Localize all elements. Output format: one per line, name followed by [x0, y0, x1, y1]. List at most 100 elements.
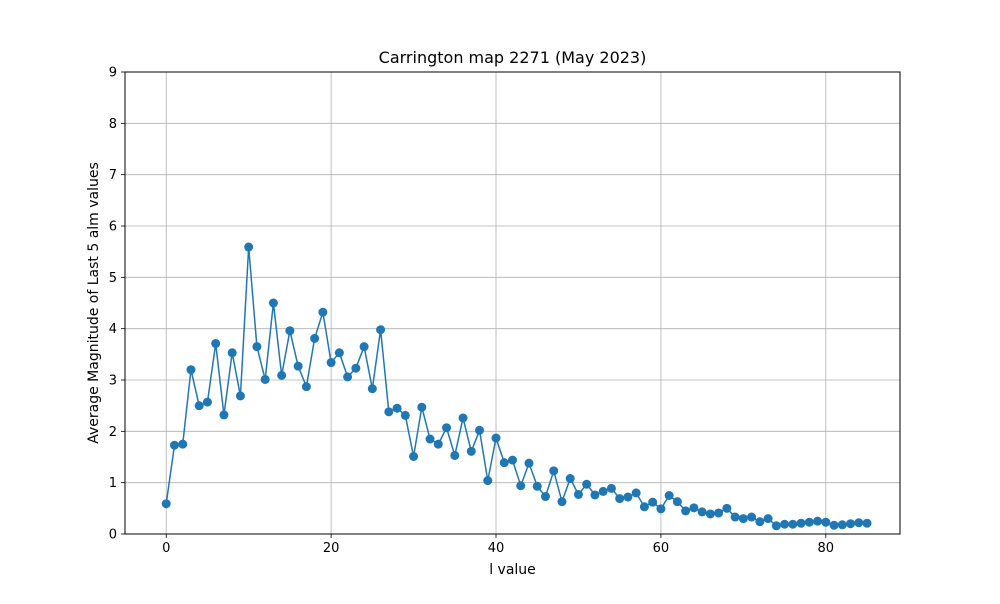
y-tick-label: 9 — [109, 66, 117, 81]
data-point — [227, 348, 237, 358]
data-point — [598, 486, 608, 496]
data-point — [252, 342, 262, 352]
data-point — [194, 401, 204, 411]
y-tick-label: 7 — [109, 168, 117, 183]
data-point — [846, 519, 856, 529]
data-point — [293, 361, 303, 371]
data-point — [384, 407, 394, 417]
data-point — [804, 517, 814, 527]
x-tick-label: 0 — [162, 541, 170, 556]
x-tick-label: 60 — [653, 541, 670, 556]
y-tick-label: 1 — [109, 476, 117, 491]
data-point — [310, 333, 320, 343]
data-point — [829, 520, 839, 530]
data-point — [392, 403, 402, 413]
data-point — [615, 494, 625, 504]
data-point — [483, 476, 493, 486]
data-point — [697, 507, 707, 517]
data-point — [582, 479, 592, 489]
data-point — [161, 499, 171, 509]
y-tick-label: 2 — [109, 425, 117, 440]
x-tick-label: 80 — [818, 541, 835, 556]
x-axis-label: l value — [489, 562, 536, 578]
data-point — [475, 425, 485, 435]
data-point — [235, 391, 245, 401]
data-point — [664, 491, 674, 500]
data-point — [771, 521, 781, 531]
data-point — [277, 370, 287, 380]
data-point — [623, 492, 633, 502]
data-point — [524, 458, 534, 468]
data-point — [491, 433, 501, 443]
data-point — [169, 440, 179, 450]
y-tick-label: 0 — [109, 528, 117, 543]
data-point — [821, 517, 831, 527]
data-point — [343, 372, 353, 382]
data-point — [499, 458, 509, 468]
y-tick-label: 3 — [109, 374, 117, 389]
data-point — [730, 512, 740, 522]
data-point — [433, 439, 443, 449]
plot-area-background — [125, 72, 900, 534]
plot-frame — [124, 71, 901, 535]
data-point — [285, 326, 295, 336]
data-point — [714, 508, 724, 518]
data-point — [417, 402, 427, 412]
data-point — [565, 474, 575, 484]
data-point — [458, 413, 468, 423]
data-point — [508, 455, 517, 465]
data-point — [549, 466, 559, 476]
data-point — [244, 242, 254, 252]
y-tick-label: 5 — [109, 271, 117, 286]
data-point — [796, 518, 806, 528]
x-tick-label: 40 — [488, 541, 505, 556]
data-point — [763, 514, 773, 524]
data-point — [854, 518, 864, 528]
data-point — [466, 446, 476, 456]
data-point — [672, 497, 682, 507]
data-point — [689, 503, 699, 513]
data-point — [532, 481, 542, 491]
data-point — [656, 504, 666, 514]
data-point — [186, 365, 196, 375]
data-point — [755, 517, 765, 527]
data-point — [516, 481, 526, 491]
data-point — [178, 439, 188, 449]
series-layer — [161, 242, 872, 531]
y-tick-label: 8 — [109, 117, 117, 132]
data-point — [359, 342, 369, 352]
data-point — [681, 506, 691, 516]
y-tick-label: 4 — [109, 322, 117, 337]
data-point — [376, 325, 386, 335]
data-point — [219, 410, 229, 420]
data-point — [639, 502, 649, 512]
data-point — [268, 298, 278, 308]
y-axis-label: Average Magnitude of Last 5 alm values — [86, 162, 102, 444]
data-point — [557, 497, 567, 507]
data-point — [780, 519, 790, 529]
data-point — [351, 363, 361, 373]
data-point — [540, 492, 550, 502]
chart-title: Carrington map 2271 (May 2023) — [379, 48, 647, 67]
data-point — [301, 382, 311, 392]
data-point — [837, 520, 847, 530]
data-point — [409, 451, 419, 461]
y-tick-label: 6 — [109, 220, 117, 235]
data-point — [450, 450, 460, 460]
data-point — [318, 307, 328, 317]
data-point — [202, 397, 212, 407]
data-point — [813, 516, 823, 526]
data-point — [747, 512, 757, 522]
data-point — [648, 497, 658, 507]
data-point — [862, 518, 872, 528]
data-point — [705, 509, 715, 519]
data-point — [631, 488, 641, 498]
data-point — [211, 339, 221, 349]
data-point — [326, 358, 336, 368]
x-tick-label: 20 — [323, 541, 340, 556]
axis-ticks: 0 20 40 60 80 0 1 2 3 4 5 6 7 8 9 — [109, 66, 834, 557]
data-point — [573, 489, 583, 499]
data-point — [606, 483, 616, 493]
